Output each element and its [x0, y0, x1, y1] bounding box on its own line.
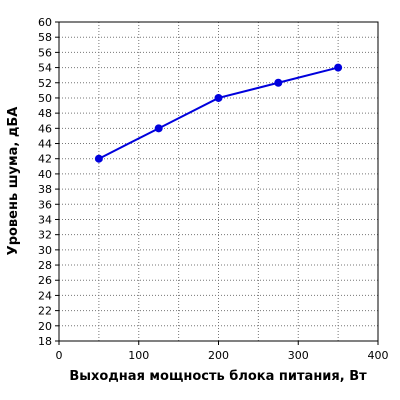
y-tick-label: 48 [38, 107, 52, 120]
y-tick-label: 20 [38, 320, 52, 333]
x-tick-label: 300 [288, 349, 309, 362]
y-tick-label: 56 [38, 46, 52, 59]
y-axis-ticks: 18 20 22 24 26 28 30 32 34 36 38 40 42 44 46 48 50 52 54 56… [38, 16, 59, 348]
data-point [274, 78, 283, 87]
y-tick-label: 18 [38, 335, 52, 348]
y-tick-label: 24 [38, 289, 52, 302]
data-point [214, 93, 223, 102]
y-tick-label: 22 [38, 305, 52, 318]
y-tick-label: 30 [38, 244, 52, 257]
y-tick-label: 26 [38, 274, 52, 287]
x-tick-label: 200 [208, 349, 229, 362]
y-tick-label: 52 [38, 77, 52, 90]
data-point [154, 124, 163, 133]
y-axis-title: Уровень шума, дБА [6, 107, 21, 256]
y-tick-label: 38 [38, 183, 52, 196]
data-point [94, 154, 103, 163]
y-tick-label: 42 [38, 153, 52, 166]
y-tick-label: 60 [38, 16, 52, 29]
y-tick-label: 50 [38, 92, 52, 105]
y-tick-label: 34 [38, 213, 52, 226]
data-point [334, 63, 343, 72]
y-tick-label: 40 [38, 168, 52, 181]
y-tick-label: 32 [38, 229, 52, 242]
y-tick-label: 28 [38, 259, 52, 272]
x-tick-label: 100 [128, 349, 149, 362]
y-tick-label: 58 [38, 31, 52, 44]
y-tick-label: 36 [38, 198, 52, 211]
y-tick-label: 44 [38, 138, 52, 151]
x-tick-label: 400 [368, 349, 389, 362]
y-tick-label: 46 [38, 122, 52, 135]
grid-lines [59, 22, 378, 341]
y-tick-label: 54 [38, 62, 52, 75]
x-axis-ticks: 0 100 200 300 400 [56, 341, 389, 362]
x-tick-label: 0 [56, 349, 63, 362]
series-layer [94, 63, 343, 163]
x-axis-title: Выходная мощность блока питания, Вт [69, 369, 367, 384]
